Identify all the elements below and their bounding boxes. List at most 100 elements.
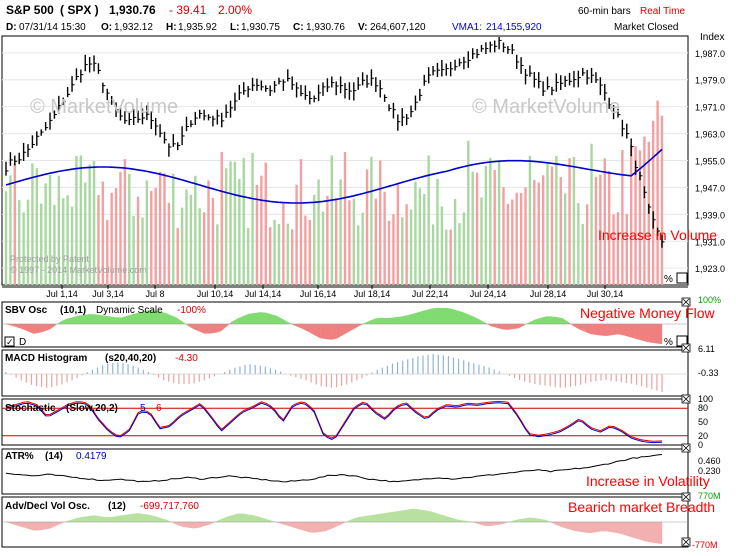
ad-segment [584,521,591,533]
volume-bar [480,197,483,285]
ad-segment [650,521,657,544]
volume-bar [559,177,562,285]
volume-bar [563,193,567,285]
volume-bar [607,170,611,285]
volume-bar [119,172,122,285]
ad-segment [430,511,437,523]
stoch-tick-label: 100 [698,394,713,404]
sbv-segment [452,309,459,325]
ad-segment [656,521,663,545]
sbv-segment [430,307,437,325]
volume-value: 264,607,120 [370,22,426,33]
volume-bar [524,187,527,285]
ad-segment [105,517,111,523]
volume-bar [519,192,523,285]
volume-bar [233,161,237,285]
volume-bar [458,223,461,285]
stoch-d-value: 6 [156,403,162,414]
sbv-segment [501,323,508,330]
volume-bar [97,195,100,285]
volume-pct-checkbox[interactable] [676,272,688,284]
time-tick-label: Jul 18,14 [354,289,391,299]
date-value: 07/31/14 15:30 [19,22,86,33]
volume-bar [379,160,382,285]
sbv-segment [72,315,78,325]
volume-bar [599,174,602,285]
volume-bar [471,171,474,285]
macd-value: -4.30 [175,353,198,364]
ticker: ( SPX ) [60,3,99,17]
sbv-segment [375,317,382,325]
ad-segment [138,513,144,523]
volume-bar [216,224,219,285]
sbv-segment [331,323,337,340]
volume-bar [638,150,642,285]
sbv-segment [209,323,216,334]
ad-segment [127,513,133,523]
volume-bar [629,145,633,285]
ad-segment [535,518,541,523]
volume-bar [462,212,466,285]
volume-bar [282,201,285,285]
sbv-segment [408,313,415,325]
ad-segment [612,521,619,534]
volume-bar [502,187,505,285]
ad-segment [634,521,641,540]
volume-bar [110,192,113,285]
volume-bar [546,163,549,285]
ad-segment [182,521,189,528]
sbv-segment [33,323,40,334]
volume-bar [365,169,369,285]
panel-close-x [682,538,690,546]
sbv-tick-bottom: 6.11 [698,344,715,354]
stoch-tick-label: 20 [698,431,708,441]
watermark-right: © MarketVolume [472,96,620,118]
sbv-segment [595,323,602,336]
stoch-d-line [5,400,663,442]
ad-segment [358,516,365,523]
close-value: 1,930.76 [306,22,345,33]
sbv-segment [88,314,95,325]
volume-bar [268,227,272,285]
sbv-segment [424,308,431,325]
volume-bar [176,228,179,285]
d-checkbox[interactable] [4,336,15,347]
macd-params: (s20,40,20) [105,353,156,364]
volume-bar [211,197,215,285]
price-tick-label: 1,931.0 [695,237,725,247]
volume-bar [603,158,606,285]
realtime-label: Real Time [640,6,685,17]
ad-segment [248,514,255,523]
time-tick-label: Jul 3,14 [92,289,124,299]
time-tick-label: Jul 8 [145,289,164,299]
sbv-segment [391,316,398,325]
volume-bar [348,200,351,285]
ad-segment [132,513,139,523]
ad-segment [485,521,492,527]
sbv-subtitle: Dynamic Scale [96,305,163,316]
price-tick-label: 1,979.0 [695,76,725,86]
ad-segment [83,515,89,523]
volume-bar [185,189,188,285]
volume-bar [317,179,320,285]
sbv-segment [402,314,409,325]
ad-segment [121,514,128,523]
volume-bar [229,161,232,285]
sbv-segment [99,314,106,325]
price-axis: 1,987.0 1,979.0 1,971.0 1,963.0 1,955.0 1,947… [695,49,725,274]
ad-segment [242,513,249,523]
volume-bar [577,203,580,285]
volume-bar [616,212,620,285]
volume-bar [194,175,197,285]
low-label: L: [230,22,239,33]
sbv-segment [110,316,117,325]
volume-bars [4,100,664,286]
volume-bar [163,173,166,285]
volume-bar [273,219,276,285]
atr-params: (14) [45,451,63,462]
volume-bar [445,229,448,285]
ad-segment [606,521,613,533]
volume-bar [202,212,206,285]
d-check-mark: ✓ [6,337,14,347]
